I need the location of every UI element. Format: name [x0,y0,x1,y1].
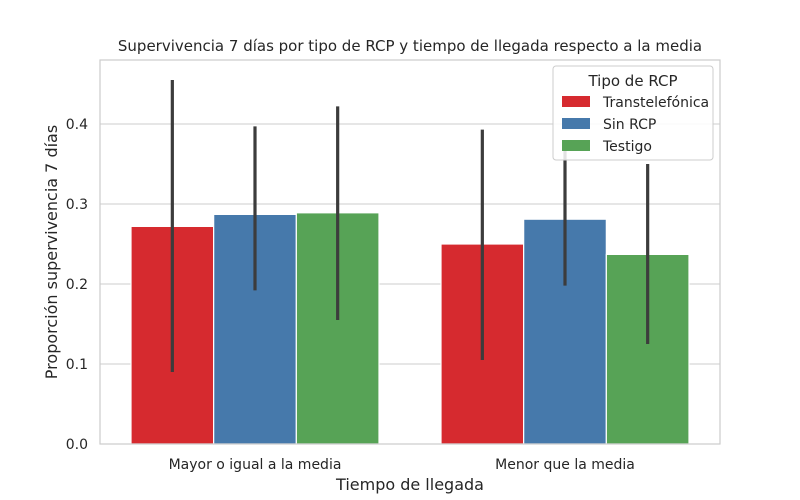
y-tick-label: 0.2 [66,277,88,293]
bars [130,212,690,445]
y-tick-label: 0.0 [66,437,88,453]
legend-box [552,65,714,161]
legend-swatch [562,96,590,107]
x-axis-title: Tiempo de llegada [335,475,484,494]
y-tick-label: 0.4 [66,117,88,133]
plot-frame [99,59,721,445]
chart-title: Supervivencia 7 días por tipo de RCP y t… [118,37,702,55]
y-axis-title: Proporción supervivencia 7 días [42,125,61,379]
legend-label: Transtelefónica [602,95,709,111]
x-ticks: Mayor o igual a la media Menor que la med… [169,457,635,473]
x-tick-label: Menor que la media [495,457,635,473]
error-bars [170,80,650,372]
legend-items: Transtelefónica Sin RCP Testigo [562,95,709,155]
y-tick-label: 0.1 [66,357,88,373]
x-tick-label: Mayor o igual a la media [169,457,342,473]
y-ticks: 0.0 0.1 0.2 0.3 0.4 [66,117,88,453]
legend-swatch [562,118,590,129]
legend-title: Tipo de RCP [587,72,677,90]
legend-label: Testigo [602,139,652,155]
legend-swatch [562,140,590,151]
y-tick-label: 0.3 [66,197,88,213]
legend-label: Sin RCP [603,117,656,133]
legend: Tipo de RCP Transtelefónica Sin RCP Testig… [552,65,714,161]
